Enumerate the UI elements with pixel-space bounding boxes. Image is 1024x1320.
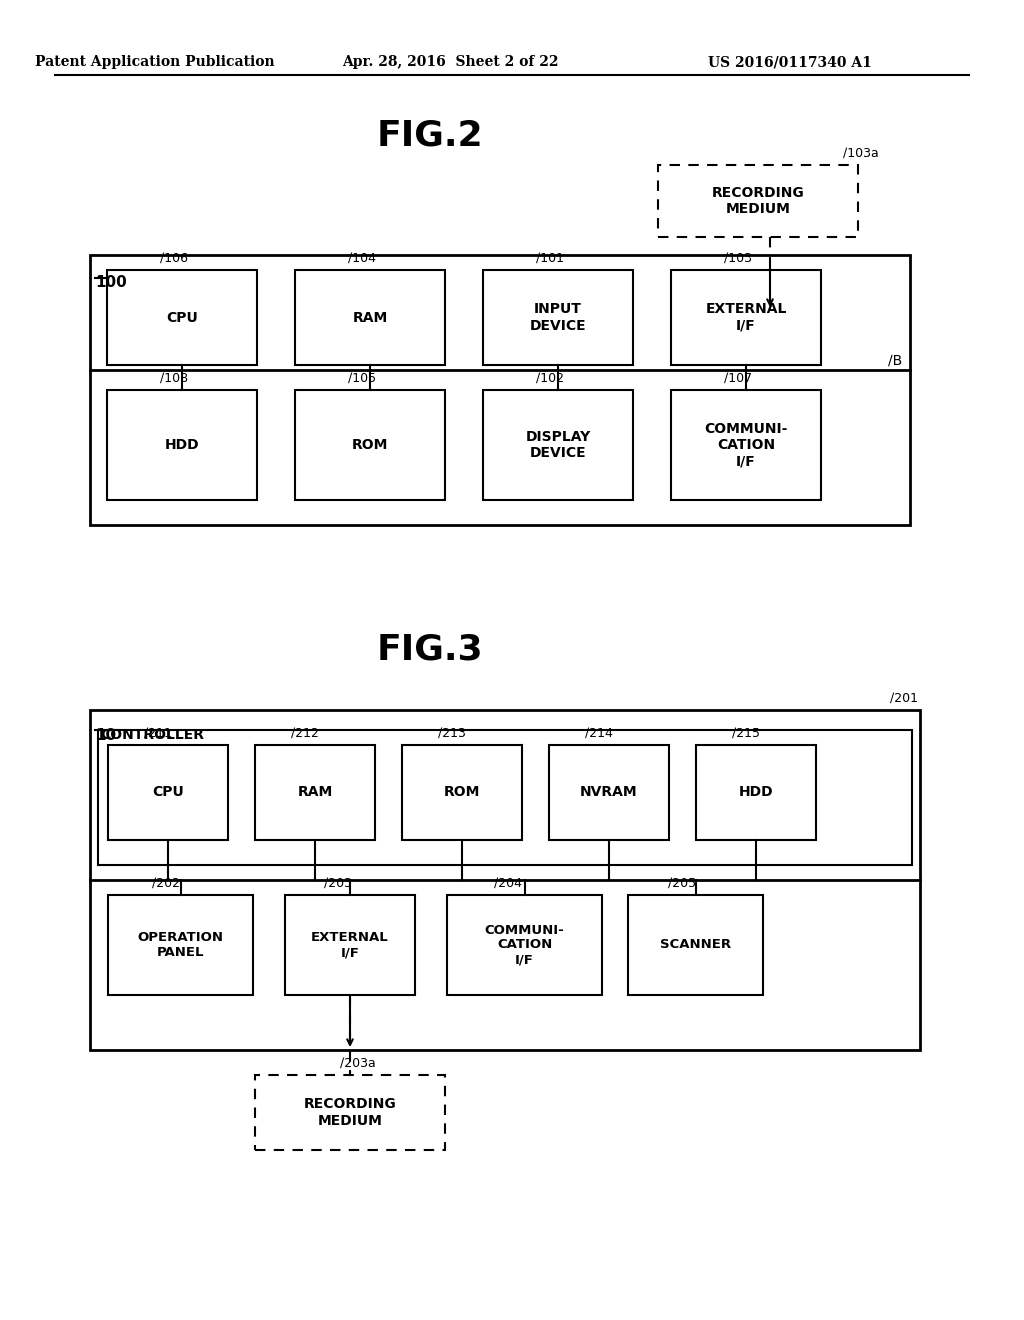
Text: ROM: ROM: [352, 438, 388, 451]
Text: Patent Application Publication: Patent Application Publication: [35, 55, 274, 69]
Text: FIG.2: FIG.2: [377, 117, 483, 152]
Bar: [106, 271, 257, 366]
Bar: [402, 744, 522, 840]
Text: RAM: RAM: [297, 785, 333, 800]
Bar: [549, 744, 669, 840]
Text: ∕108: ∕108: [160, 372, 187, 385]
Bar: [671, 389, 821, 500]
Text: ∕106: ∕106: [160, 252, 187, 265]
Text: RAM: RAM: [352, 310, 388, 325]
Text: SCANNER: SCANNER: [659, 939, 731, 952]
Text: ∕102: ∕102: [536, 372, 563, 385]
Text: ∕215: ∕215: [732, 727, 760, 741]
Bar: [447, 895, 602, 995]
Text: ∕103: ∕103: [724, 252, 752, 265]
Text: ∕105: ∕105: [347, 372, 376, 385]
Text: ∕211: ∕211: [144, 727, 172, 741]
Text: ∕101: ∕101: [536, 252, 563, 265]
Text: OPERATION
PANEL: OPERATION PANEL: [137, 931, 223, 960]
Text: ∕204: ∕204: [494, 876, 521, 890]
Bar: [295, 389, 445, 500]
Bar: [108, 744, 228, 840]
Text: COMMUNI-
CATION
I/F: COMMUNI- CATION I/F: [705, 422, 787, 469]
Bar: [108, 895, 253, 995]
Bar: [90, 255, 910, 525]
Text: EXTERNAL
I/F: EXTERNAL I/F: [311, 931, 389, 960]
Text: COMMUNI-
CATION
I/F: COMMUNI- CATION I/F: [484, 924, 564, 966]
Text: ∕214: ∕214: [585, 727, 613, 741]
Text: ∕212: ∕212: [291, 727, 318, 741]
Text: ∕103a: ∕103a: [843, 147, 879, 160]
Text: HDD: HDD: [165, 438, 200, 451]
Bar: [255, 1074, 445, 1150]
Text: ∕202: ∕202: [152, 876, 179, 890]
Text: ROM: ROM: [443, 785, 480, 800]
Bar: [90, 710, 920, 1049]
Text: ∕B: ∕B: [888, 354, 902, 368]
Text: Apr. 28, 2016  Sheet 2 of 22: Apr. 28, 2016 Sheet 2 of 22: [342, 55, 558, 69]
Text: ∕203: ∕203: [324, 876, 352, 890]
Bar: [658, 165, 858, 238]
Text: 100: 100: [95, 275, 127, 290]
Bar: [671, 271, 821, 366]
Bar: [483, 389, 633, 500]
Text: RECORDING
MEDIUM: RECORDING MEDIUM: [304, 1097, 396, 1127]
Text: HDD: HDD: [738, 785, 773, 800]
Text: EXTERNAL
I/F: EXTERNAL I/F: [706, 302, 786, 333]
Bar: [628, 895, 763, 995]
Text: ∕107: ∕107: [724, 372, 752, 385]
Text: ∕104: ∕104: [347, 252, 376, 265]
Text: DISPLAY
DEVICE: DISPLAY DEVICE: [525, 430, 591, 461]
Text: ∕203a: ∕203a: [341, 1057, 376, 1071]
Text: INPUT
DEVICE: INPUT DEVICE: [529, 302, 587, 333]
Text: RECORDING
MEDIUM: RECORDING MEDIUM: [712, 186, 805, 216]
Bar: [483, 271, 633, 366]
Text: ∕213: ∕213: [438, 727, 466, 741]
Text: 10: 10: [95, 729, 116, 743]
Bar: [295, 271, 445, 366]
Text: CONTROLLER: CONTROLLER: [100, 729, 204, 742]
Text: US 2016/0117340 A1: US 2016/0117340 A1: [708, 55, 872, 69]
Text: FIG.3: FIG.3: [377, 634, 483, 667]
Text: ∕201: ∕201: [890, 692, 918, 705]
Bar: [106, 389, 257, 500]
Text: CPU: CPU: [166, 310, 198, 325]
Bar: [98, 730, 912, 865]
Text: CPU: CPU: [153, 785, 184, 800]
Bar: [696, 744, 816, 840]
Text: NVRAM: NVRAM: [581, 785, 638, 800]
Bar: [255, 744, 375, 840]
Bar: [285, 895, 415, 995]
Text: ∕205: ∕205: [669, 876, 696, 890]
